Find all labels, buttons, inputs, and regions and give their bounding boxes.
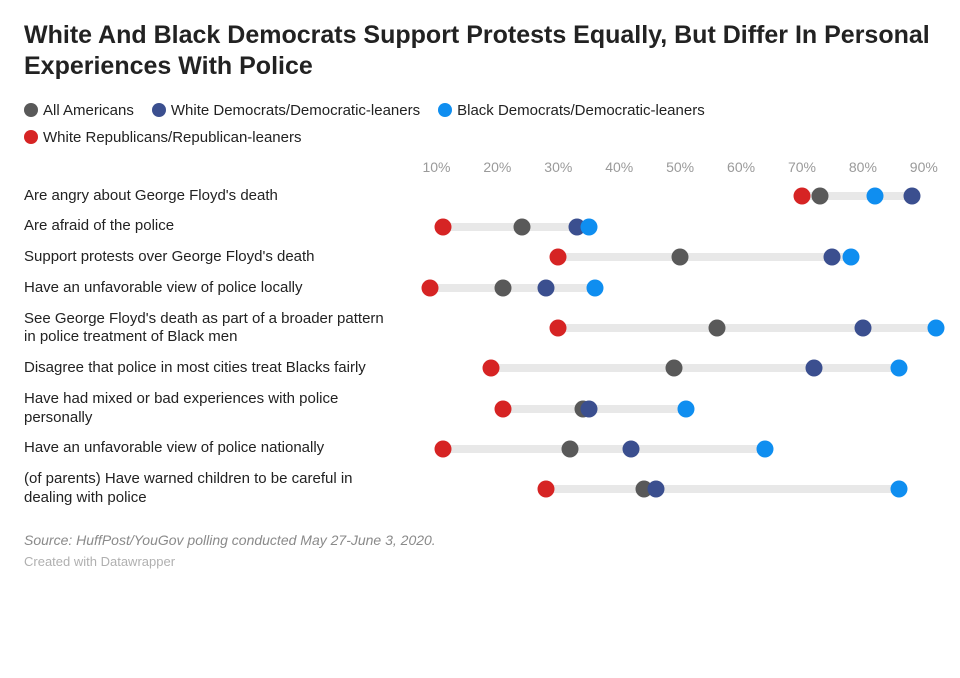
chart-row: Are afraid of the police [24, 211, 936, 242]
row-plot [406, 359, 936, 377]
data-dot [891, 480, 908, 497]
data-dot [422, 280, 439, 297]
row-plot [406, 480, 936, 498]
axis-tick: 80% [849, 159, 877, 175]
chart-row: Have had mixed or bad experiences with p… [24, 384, 936, 434]
row-plot [406, 319, 936, 337]
axis-tick: 30% [544, 159, 572, 175]
range-bar [430, 284, 594, 292]
legend-label: White Democrats/Democratic-leaners [171, 102, 420, 119]
legend-dot-icon [24, 103, 38, 117]
data-dot [580, 400, 597, 417]
x-axis: 10% 20% 30% 40% 50% 60% 70% 80% 90% [24, 159, 936, 181]
row-plot [406, 400, 936, 418]
legend-item: White Democrats/Democratic-leaners [152, 97, 420, 124]
credit-line: Created with Datawrapper [24, 554, 936, 569]
legend: All Americans White Democrats/Democratic-… [24, 97, 936, 151]
data-dot [580, 218, 597, 235]
data-dot [538, 280, 555, 297]
data-dot [903, 187, 920, 204]
axis-tick: 20% [483, 159, 511, 175]
legend-label: Black Democrats/Democratic-leaners [457, 102, 705, 119]
chart-row: Have an unfavorable view of police natio… [24, 433, 936, 464]
data-dot [550, 249, 567, 266]
axis-tick: 90% [910, 159, 938, 175]
row-plot [406, 440, 936, 458]
legend-item: White Republicans/Republican-leaners [24, 124, 301, 151]
data-dot [647, 480, 664, 497]
data-dot [928, 320, 945, 337]
row-plot [406, 248, 936, 266]
data-dot [793, 187, 810, 204]
axis-tick: 60% [727, 159, 755, 175]
data-dot [854, 320, 871, 337]
axis-tick: 70% [788, 159, 816, 175]
row-label: Are afraid of the police [24, 217, 406, 236]
row-label: Have an unfavorable view of police local… [24, 279, 406, 298]
source-footer: Source: HuffPost/YouGov polling conducte… [24, 532, 936, 548]
data-dot [434, 218, 451, 235]
range-bar [443, 445, 766, 453]
legend-label: All Americans [43, 102, 134, 119]
chart-title: White And Black Democrats Support Protes… [24, 20, 936, 83]
axis-tick: 40% [605, 159, 633, 175]
chart-row: (of parents) Have warned children to be … [24, 464, 936, 514]
row-label: Support protests over George Floyd's dea… [24, 248, 406, 267]
data-dot [562, 440, 579, 457]
axis-ticks: 10% 20% 30% 40% 50% 60% 70% 80% 90% [406, 159, 936, 181]
data-dot [483, 360, 500, 377]
data-dot [842, 249, 859, 266]
legend-item: All Americans [24, 97, 134, 124]
row-label: Disagree that police in most cities trea… [24, 359, 406, 378]
chart-rows: Are angry about George Floyd's death Are … [24, 181, 936, 514]
data-dot [538, 480, 555, 497]
range-bar [558, 324, 936, 332]
chart-row: Disagree that police in most cities trea… [24, 353, 936, 384]
range-bar [546, 485, 899, 493]
row-label: Are angry about George Floyd's death [24, 187, 406, 206]
chart-row: See George Floyd's death as part of a br… [24, 304, 936, 354]
row-label: Have an unfavorable view of police natio… [24, 439, 406, 458]
data-dot [806, 360, 823, 377]
range-bar [558, 253, 850, 261]
legend-dot-icon [438, 103, 452, 117]
data-dot [623, 440, 640, 457]
dot-plot-chart: 10% 20% 30% 40% 50% 60% 70% 80% 90% Are angry ab… [24, 159, 936, 514]
row-plot [406, 279, 936, 297]
axis-tick: 10% [422, 159, 450, 175]
row-label: Have had mixed or bad experiences with p… [24, 390, 406, 428]
chart-row: Have an unfavorable view of police local… [24, 273, 936, 304]
axis-tick: 50% [666, 159, 694, 175]
legend-dot-icon [24, 130, 38, 144]
data-dot [678, 400, 695, 417]
data-dot [867, 187, 884, 204]
data-dot [513, 218, 530, 235]
data-dot [672, 249, 689, 266]
data-dot [708, 320, 725, 337]
row-plot [406, 218, 936, 236]
row-plot [406, 187, 936, 205]
data-dot [586, 280, 603, 297]
axis-spacer [24, 159, 406, 181]
range-bar [491, 364, 899, 372]
data-dot [495, 280, 512, 297]
data-dot [812, 187, 829, 204]
data-dot [550, 320, 567, 337]
row-label: (of parents) Have warned children to be … [24, 470, 406, 508]
chart-row: Support protests over George Floyd's dea… [24, 242, 936, 273]
data-dot [495, 400, 512, 417]
data-dot [824, 249, 841, 266]
legend-dot-icon [152, 103, 166, 117]
legend-label: White Republicans/Republican-leaners [43, 129, 301, 146]
data-dot [757, 440, 774, 457]
legend-item: Black Democrats/Democratic-leaners [438, 97, 705, 124]
data-dot [891, 360, 908, 377]
chart-row: Are angry about George Floyd's death [24, 181, 936, 212]
row-label: See George Floyd's death as part of a br… [24, 310, 406, 348]
data-dot [434, 440, 451, 457]
data-dot [666, 360, 683, 377]
